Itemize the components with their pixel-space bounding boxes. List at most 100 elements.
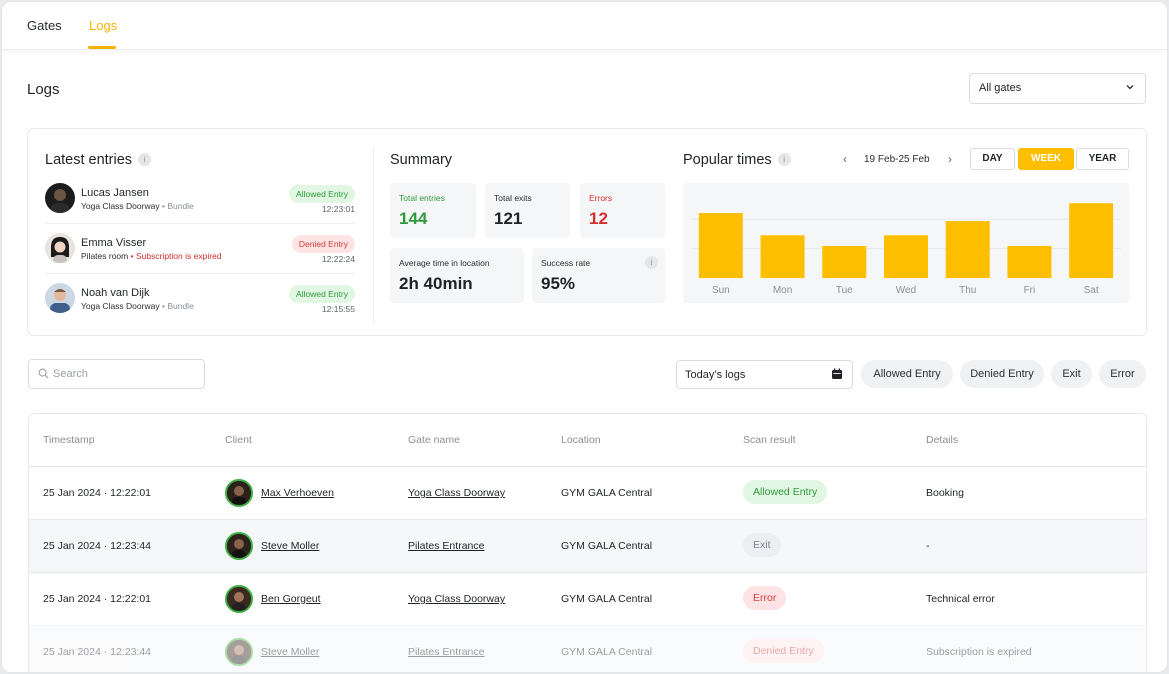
- success-rate-stat: Success rate 95% i: [532, 248, 665, 303]
- search-input[interactable]: Search: [28, 359, 205, 389]
- gate-select-value: All gates: [979, 82, 1022, 94]
- tab-gates[interactable]: Gates: [27, 18, 62, 33]
- chart-bar-thu[interactable]: [945, 221, 990, 278]
- stat-label: Errors: [589, 193, 613, 203]
- status-badge: Allowed Entry: [743, 480, 828, 504]
- gate-link[interactable]: Yoga Class Doorway: [408, 593, 506, 605]
- row-location: GYM GALA Central: [561, 540, 653, 552]
- divider: [45, 273, 355, 274]
- table-row[interactable]: 25 Jan 2024 · 12:22:01 Ben Gorgeut Yoga …: [29, 572, 1146, 625]
- period-year-button[interactable]: YEAR: [1076, 148, 1129, 170]
- tab-logs[interactable]: Logs: [89, 18, 118, 33]
- status-badge: Exit: [743, 533, 781, 557]
- entry-name: Noah van Dijk: [81, 287, 150, 299]
- latest-entry[interactable]: Lucas Jansen Yoga Class Doorway • Bundle…: [45, 179, 355, 227]
- table-row[interactable]: 25 Jan 2024 · 12:22:01 Max Verhoeven Yog…: [29, 466, 1146, 519]
- gate-select[interactable]: All gates: [969, 73, 1146, 104]
- entry-name: Lucas Jansen: [81, 187, 149, 199]
- x-tick-label: Fri: [1024, 285, 1036, 296]
- table-row[interactable]: 25 Jan 2024 · 12:23:44 Steve Moller Pila…: [29, 625, 1146, 672]
- popular-times-title: Popular times: [683, 152, 772, 168]
- row-location: GYM GALA Central: [561, 487, 653, 499]
- row-details: -: [926, 540, 930, 552]
- entry-time: 12:15:55: [321, 304, 355, 314]
- row-timestamp: 25 Jan 2024 · 12:22:01: [43, 487, 152, 499]
- filter-error[interactable]: Error: [1099, 360, 1146, 388]
- column-header[interactable]: Timestamp: [43, 434, 95, 446]
- status-badge: Denied Entry: [291, 235, 355, 253]
- avatar: [225, 585, 253, 613]
- info-icon[interactable]: i: [138, 153, 152, 166]
- latest-entry[interactable]: Emma Visser Pilates room • Subscription …: [45, 229, 355, 277]
- chart-bar-mon[interactable]: [760, 235, 805, 278]
- popular-times-heading: Popular times i: [683, 152, 791, 168]
- x-tick-label: Tue: [836, 285, 853, 296]
- date-filter-value: Today’s logs: [685, 369, 746, 381]
- row-location: GYM GALA Central: [561, 593, 653, 605]
- entry-location: Yoga Class Doorway • Bundle: [81, 201, 194, 211]
- active-tab-indicator: [88, 46, 116, 49]
- chart-bar-sat[interactable]: [1069, 203, 1114, 278]
- client-link[interactable]: Ben Gorgeut: [261, 593, 321, 605]
- gate-link[interactable]: Pilates Entrance: [408, 646, 485, 658]
- entry-location-text: Pilates room: [81, 251, 129, 261]
- x-tick-label: Sat: [1084, 285, 1099, 296]
- bar-chart: Sun Mon Tue Wed Thu Fri Sat: [691, 203, 1121, 296]
- total-entries-stat: Total entries 144: [390, 183, 476, 238]
- info-icon[interactable]: i: [777, 153, 791, 166]
- entry-dot: •: [161, 201, 165, 211]
- column-header[interactable]: Client: [225, 434, 252, 446]
- avatar: [225, 532, 253, 560]
- table-row[interactable]: 25 Jan 2024 · 12:23:44 Steve Moller Pila…: [29, 519, 1146, 572]
- period-day-button[interactable]: DAY: [970, 148, 1015, 170]
- avatar: [225, 479, 253, 507]
- column-header[interactable]: Details: [926, 434, 959, 446]
- chart-bar-wed[interactable]: [884, 235, 928, 278]
- chart-bar-sun[interactable]: [698, 213, 743, 278]
- column-header[interactable]: Gate name: [408, 434, 460, 446]
- filter-exit[interactable]: Exit: [1051, 360, 1092, 388]
- summary-title: Summary: [390, 152, 453, 168]
- date-filter[interactable]: Today’s logs: [676, 360, 853, 389]
- gate-link[interactable]: Pilates Entrance: [408, 540, 485, 552]
- status-badge: Denied Entry: [743, 639, 824, 663]
- client-link[interactable]: Steve Moller: [261, 646, 320, 658]
- client-link[interactable]: Steve Moller: [261, 540, 320, 552]
- filter-allowed-entry[interactable]: Allowed Entry: [861, 360, 953, 388]
- filter-denied-entry[interactable]: Denied Entry: [960, 360, 1044, 388]
- x-tick-label: Mon: [773, 285, 792, 296]
- row-timestamp: 25 Jan 2024 · 12:22:01: [43, 593, 152, 605]
- row-details: Booking: [926, 487, 964, 499]
- chevron-left-icon[interactable]: ‹: [843, 152, 847, 166]
- latest-entry[interactable]: Noah van Dijk Yoga Class Doorway • Bundl…: [45, 279, 355, 327]
- entry-tag: Bundle: [167, 301, 194, 311]
- search-icon: [38, 368, 49, 382]
- average-time-stat: Average time in location 2h 40min: [390, 248, 524, 303]
- chart-bar-fri[interactable]: [1007, 245, 1052, 278]
- row-timestamp: 25 Jan 2024 · 12:23:44: [43, 540, 152, 552]
- avatar: [225, 638, 253, 666]
- date-range: 19 Feb-25 Feb: [864, 154, 930, 165]
- avatar: [45, 283, 75, 313]
- popular-times-chart: Sun Mon Tue Wed Thu Fri Sat: [683, 183, 1129, 303]
- chevron-right-icon[interactable]: ›: [948, 152, 952, 166]
- x-tick-label: Sun: [712, 285, 730, 296]
- stat-label: Total exits: [494, 193, 532, 203]
- period-week-button[interactable]: WEEK: [1018, 148, 1074, 170]
- gate-link[interactable]: Yoga Class Doorway: [408, 487, 506, 499]
- column-header[interactable]: Scan result: [743, 434, 796, 446]
- calendar-icon: [831, 368, 843, 383]
- column-header[interactable]: Location: [561, 434, 601, 446]
- status-badge: Allowed Entry: [289, 185, 355, 203]
- client-link[interactable]: Max Verhoeven: [261, 487, 334, 499]
- stat-label: Total entries: [399, 193, 445, 203]
- row-location: GYM GALA Central: [561, 646, 653, 658]
- row-details: Technical error: [926, 593, 995, 605]
- chart-bar-tue[interactable]: [822, 245, 867, 278]
- stat-value: 144: [399, 209, 428, 228]
- info-icon[interactable]: i: [645, 256, 658, 269]
- entry-location: Pilates room • Subscription is expired: [81, 251, 222, 261]
- avatar: [45, 183, 75, 213]
- stat-value: 2h 40min: [399, 274, 473, 293]
